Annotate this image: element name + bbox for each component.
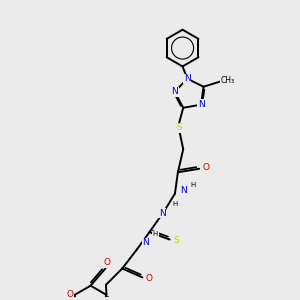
Text: O: O — [202, 163, 209, 172]
Text: O: O — [67, 290, 74, 299]
Text: N: N — [159, 209, 166, 218]
Text: H: H — [190, 182, 195, 188]
Text: CH₃: CH₃ — [220, 76, 234, 85]
Text: S: S — [176, 123, 182, 132]
Text: N: N — [180, 186, 187, 195]
Text: N: N — [198, 100, 204, 109]
Text: N: N — [171, 87, 178, 96]
Text: O: O — [146, 274, 152, 283]
Text: S: S — [173, 236, 179, 245]
Text: O: O — [103, 258, 111, 267]
Text: H: H — [153, 232, 158, 238]
Text: N: N — [142, 238, 149, 247]
Text: H: H — [172, 201, 178, 207]
Text: N: N — [184, 74, 191, 83]
